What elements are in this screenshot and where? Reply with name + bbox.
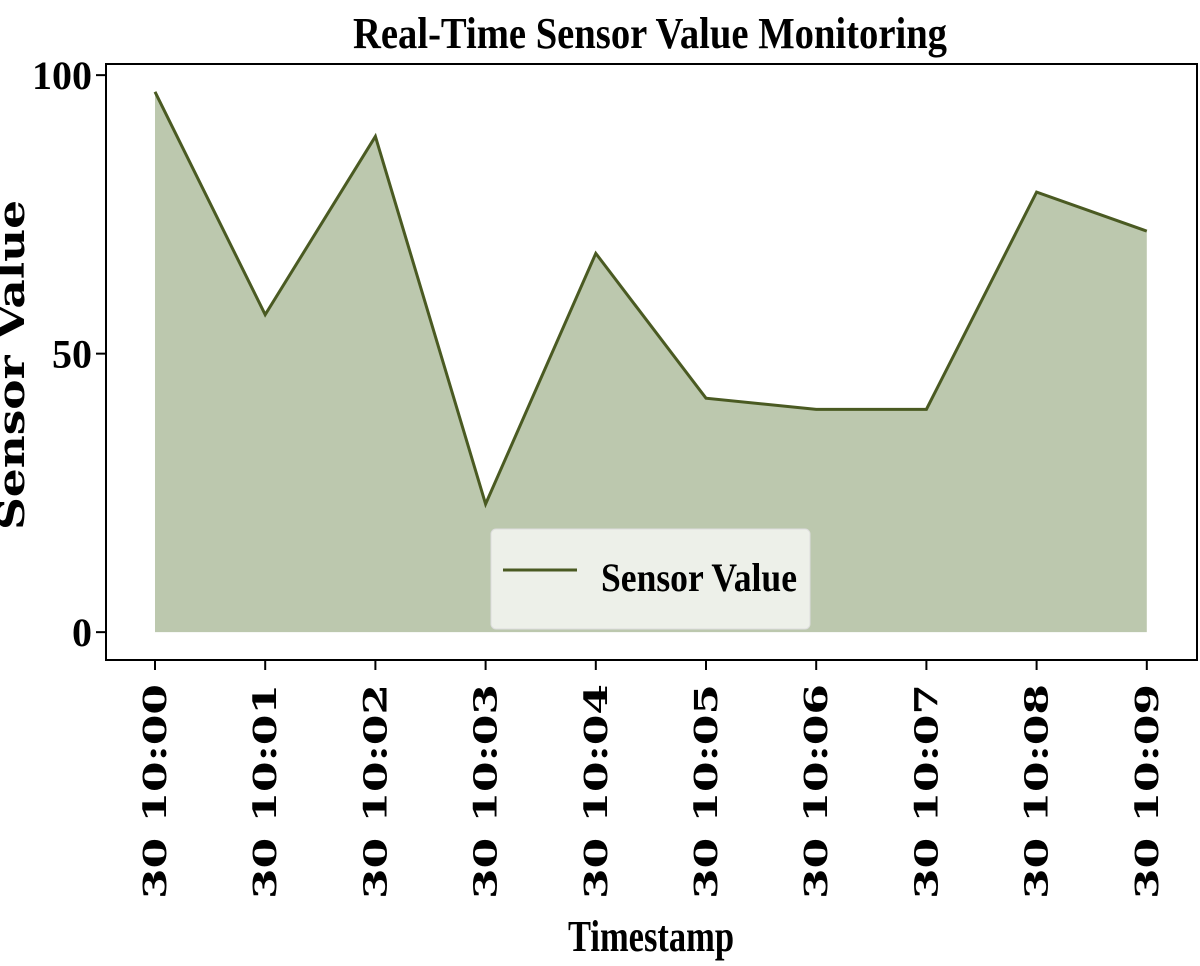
y-axis-label: Sensor Value [0, 200, 33, 530]
x-tick-label: 30 10:08 [1018, 684, 1056, 899]
x-axis: 30 10:00 30 10:01 30 10:02 30 10:03 30 10:04… [136, 660, 1166, 899]
x-tick-label: 30 10:03 [467, 684, 505, 899]
x-tick-label: 30 10:06 [797, 684, 835, 899]
legend: Sensor Value [490, 528, 811, 630]
area-fill [155, 91, 1147, 633]
y-tick-label: 0 [72, 610, 92, 655]
plot-area [153, 91, 1148, 633]
x-tick-label: 30 10:04 [577, 684, 615, 899]
y-tick-label: 100 [32, 53, 92, 98]
x-axis-label: Timestamp [568, 912, 734, 961]
chart-title: Real-Time Sensor Value Monitoring [353, 9, 947, 58]
x-tick-label: 30 10:09 [1128, 684, 1166, 899]
legend-label: Sensor Value [601, 555, 797, 600]
x-tick-label: 30 10:05 [687, 684, 725, 899]
y-axis: 0 50 100 [32, 53, 106, 655]
legend-box [490, 528, 811, 630]
x-tick-label: 30 10:01 [246, 684, 284, 899]
y-tick-label: 50 [52, 332, 92, 377]
x-tick-label: 30 10:07 [907, 684, 945, 899]
x-tick-label: 30 10:02 [356, 684, 394, 899]
series-line [153, 91, 1148, 509]
x-tick-label: 30 10:00 [136, 684, 174, 899]
plot-frame [105, 63, 1198, 661]
